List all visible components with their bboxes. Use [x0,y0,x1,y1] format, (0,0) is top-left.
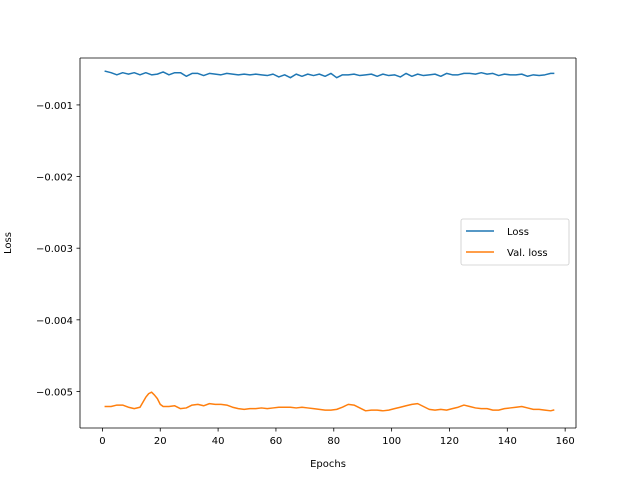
x-axis-label: Epochs [310,459,346,470]
legend-label-1: Val. loss [507,248,548,259]
x-tick-label: 120 [440,436,459,447]
y-tick-label: −0.001 [36,101,73,112]
y-tick-label: −0.005 [36,387,73,398]
y-tick-label: −0.002 [36,173,73,184]
y-axis-label: Loss [3,232,14,254]
x-tick-label: 40 [212,436,225,447]
x-tick-label: 100 [382,436,401,447]
x-tick-label: 140 [498,436,517,447]
x-tick-label: 60 [270,436,283,447]
series-line-1 [104,391,555,412]
x-tick-label: 160 [556,436,575,447]
legend: Loss Val. loss [460,218,570,266]
x-tick-label: 0 [99,436,105,447]
y-tick-label: −0.003 [36,244,73,255]
series-line-0 [104,70,555,79]
plot-frame [79,57,577,429]
series-layer [104,70,555,412]
y-tick-label: −0.004 [36,316,73,327]
x-tick-label: 20 [154,436,167,447]
x-tick-label: 80 [327,436,340,447]
legend-label-0: Loss [507,227,529,238]
y-axis-ticks: −0.001 −0.002 −0.003 −0.004 −0.005 [36,101,80,398]
x-axis-ticks: 0 20 40 60 80 100 120 140 160 [99,428,575,447]
